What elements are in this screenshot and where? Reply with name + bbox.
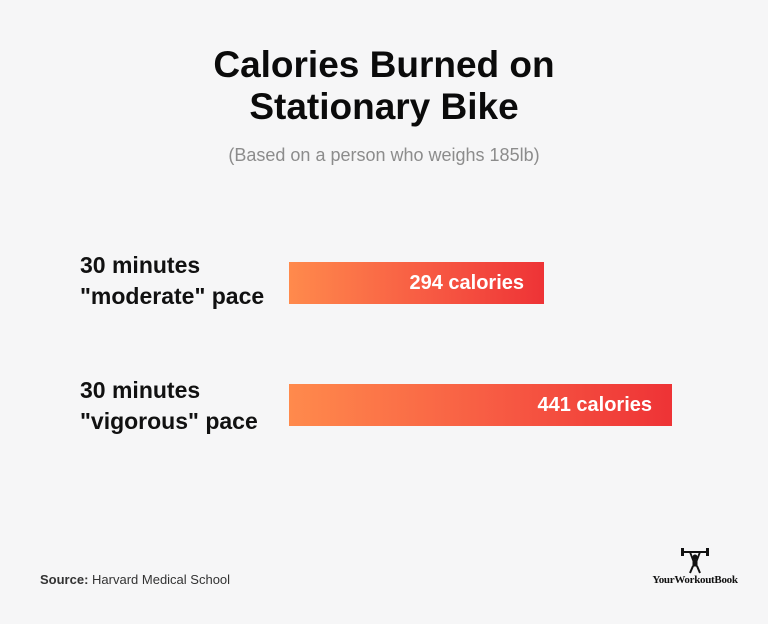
brand-logo-text: YourWorkoutBook (652, 574, 738, 586)
chart-title-line-1: Calories Burned on (213, 44, 555, 85)
bar-category-label-line: 30 minutes (80, 377, 201, 403)
bar-value-label: 441 calories (537, 394, 652, 416)
bar-category-label-line: "moderate" pace (80, 283, 265, 309)
bar-category-label: 30 minutes "moderate" pace (80, 250, 280, 312)
source-label: Source: (40, 572, 89, 587)
bar: 441 calories (289, 384, 672, 426)
chart-subtitle: (Based on a person who weighs 185lb) (228, 145, 540, 165)
bar-value-label: 294 calories (409, 272, 524, 294)
bar-category-label: 30 minutes "vigorous" pace (80, 375, 280, 437)
source-note: Source: Harvard Medical School (40, 572, 230, 587)
source-text: Harvard Medical School (92, 572, 231, 587)
bar-category-label-line: 30 minutes (80, 252, 201, 278)
person-lifting-barbell-icon (681, 548, 709, 574)
brand-logo: YourWorkoutBook (640, 548, 750, 588)
bar-category-label-line: "vigorous" pace (80, 408, 258, 434)
bar: 294 calories (289, 262, 544, 304)
chart-title-line-2: Stationary Bike (249, 86, 519, 127)
chart-title: Calories Burned on Stationary Bike (0, 44, 768, 128)
